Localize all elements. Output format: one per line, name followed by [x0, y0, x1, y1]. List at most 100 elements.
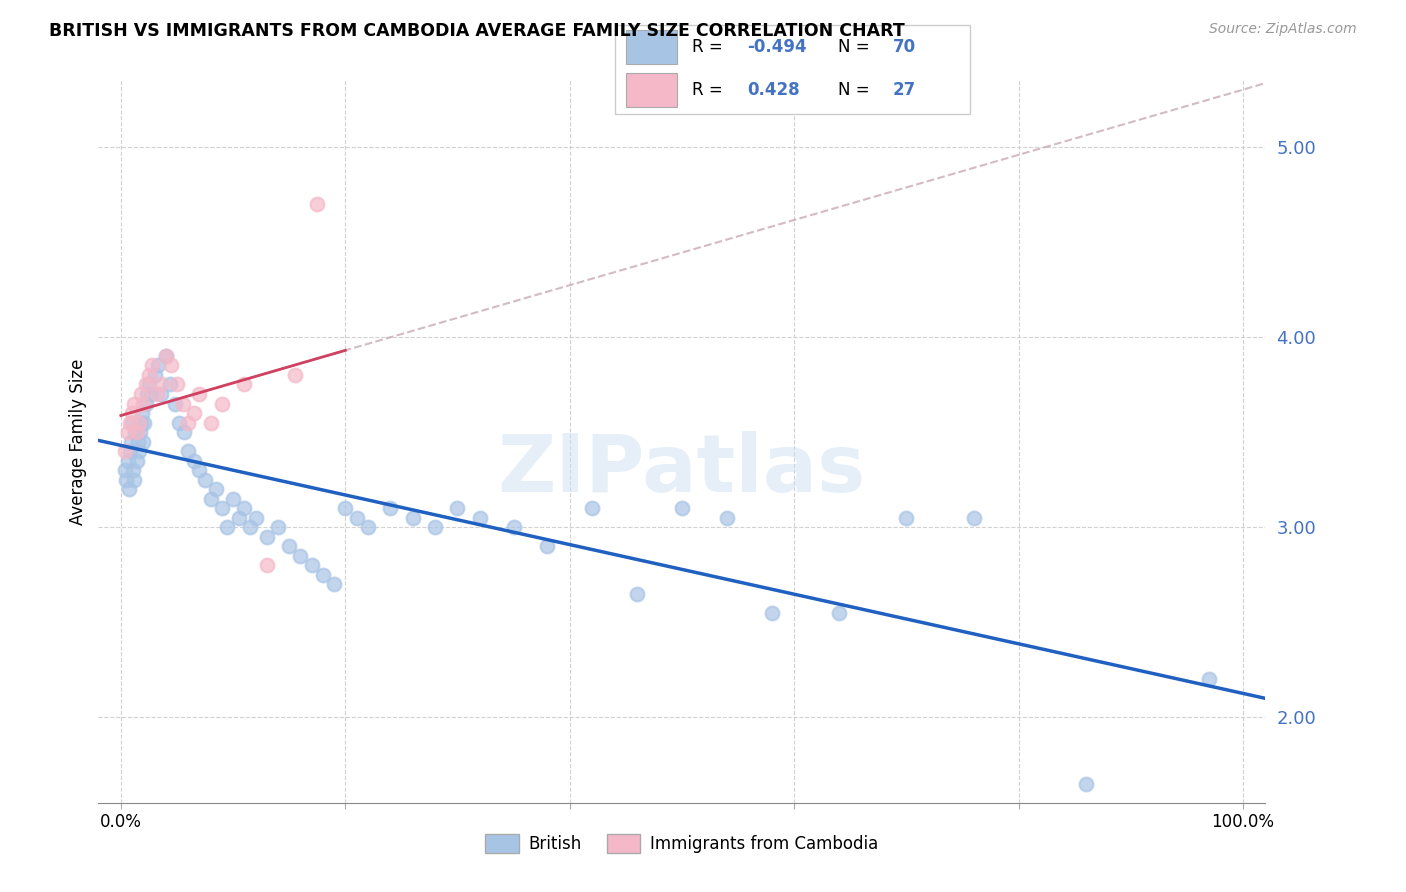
Point	[138, 368, 160, 382]
Point	[131, 406, 153, 420]
Legend: British, Immigrants from Cambodia: British, Immigrants from Cambodia	[478, 827, 886, 860]
Point	[172, 396, 194, 410]
Text: 0.428: 0.428	[747, 81, 800, 99]
Point	[290, 549, 312, 563]
Text: 27: 27	[893, 81, 917, 99]
Point	[128, 416, 150, 430]
Point	[127, 434, 149, 449]
Point	[141, 387, 163, 401]
Point	[200, 491, 222, 506]
Point	[962, 510, 984, 524]
Text: -0.494: -0.494	[747, 37, 807, 55]
Point	[159, 377, 181, 392]
Point	[117, 453, 139, 467]
Point	[143, 368, 166, 382]
Point	[118, 416, 141, 430]
Point	[135, 396, 157, 410]
Point	[183, 453, 205, 467]
Point	[115, 473, 138, 487]
Point	[222, 491, 245, 506]
Point	[117, 425, 139, 439]
Point	[135, 377, 157, 392]
Point	[245, 510, 267, 524]
Text: N =: N =	[838, 37, 875, 55]
Point	[177, 444, 200, 458]
Point	[129, 416, 152, 430]
Point	[163, 396, 186, 410]
Point	[122, 463, 145, 477]
Point	[155, 349, 177, 363]
Point	[183, 406, 205, 420]
Point	[1074, 777, 1097, 791]
Point	[138, 377, 160, 392]
Point	[129, 387, 152, 401]
Text: Source: ZipAtlas.com: Source: ZipAtlas.com	[1209, 22, 1357, 37]
Y-axis label: Average Family Size: Average Family Size	[69, 359, 87, 524]
Point	[134, 416, 156, 430]
Text: R =: R =	[692, 37, 728, 55]
Text: ZIPatlas: ZIPatlas	[498, 432, 866, 509]
Point	[150, 377, 173, 392]
Point	[378, 501, 402, 516]
Point	[118, 482, 141, 496]
Point	[502, 520, 524, 534]
Point	[124, 473, 146, 487]
Text: N =: N =	[838, 81, 875, 99]
Point	[401, 510, 423, 524]
Point	[155, 349, 177, 363]
Point	[125, 453, 148, 467]
Point	[217, 520, 239, 534]
Point	[828, 606, 851, 620]
Point	[114, 463, 136, 477]
Point	[446, 501, 468, 516]
Point	[188, 387, 211, 401]
Text: R =: R =	[692, 81, 734, 99]
Point	[761, 606, 783, 620]
Point	[146, 387, 169, 401]
Point	[335, 501, 357, 516]
Point	[200, 416, 222, 430]
Point	[228, 510, 250, 524]
FancyBboxPatch shape	[626, 73, 678, 107]
FancyBboxPatch shape	[626, 29, 678, 63]
Point	[167, 416, 190, 430]
Point	[166, 377, 188, 392]
Text: BRITISH VS IMMIGRANTS FROM CAMBODIA AVERAGE FAMILY SIZE CORRELATION CHART: BRITISH VS IMMIGRANTS FROM CAMBODIA AVER…	[49, 22, 905, 40]
Point	[124, 425, 146, 439]
Point	[312, 567, 335, 582]
Point	[267, 520, 290, 534]
Point	[357, 520, 380, 534]
Point	[141, 359, 163, 373]
Point	[121, 416, 143, 430]
Point	[114, 444, 136, 458]
Point	[307, 197, 329, 211]
Point	[128, 444, 150, 458]
Point	[194, 473, 217, 487]
Point	[132, 396, 155, 410]
Point	[211, 501, 233, 516]
Point	[211, 396, 233, 410]
Point	[118, 444, 141, 458]
Point	[284, 368, 307, 382]
Point	[233, 501, 256, 516]
Point	[124, 396, 146, 410]
Point	[150, 387, 173, 401]
Point	[468, 510, 491, 524]
Point	[671, 501, 693, 516]
Point	[120, 434, 142, 449]
Point	[716, 510, 738, 524]
Point	[173, 425, 195, 439]
Point	[626, 587, 648, 601]
Point	[146, 359, 169, 373]
FancyBboxPatch shape	[616, 25, 970, 114]
Point	[129, 425, 152, 439]
Point	[121, 406, 143, 420]
Point	[205, 482, 228, 496]
Point	[256, 558, 278, 573]
Point	[346, 510, 368, 524]
Point	[536, 539, 558, 553]
Point	[160, 359, 183, 373]
Text: 70: 70	[893, 37, 917, 55]
Point	[896, 510, 918, 524]
Point	[581, 501, 603, 516]
